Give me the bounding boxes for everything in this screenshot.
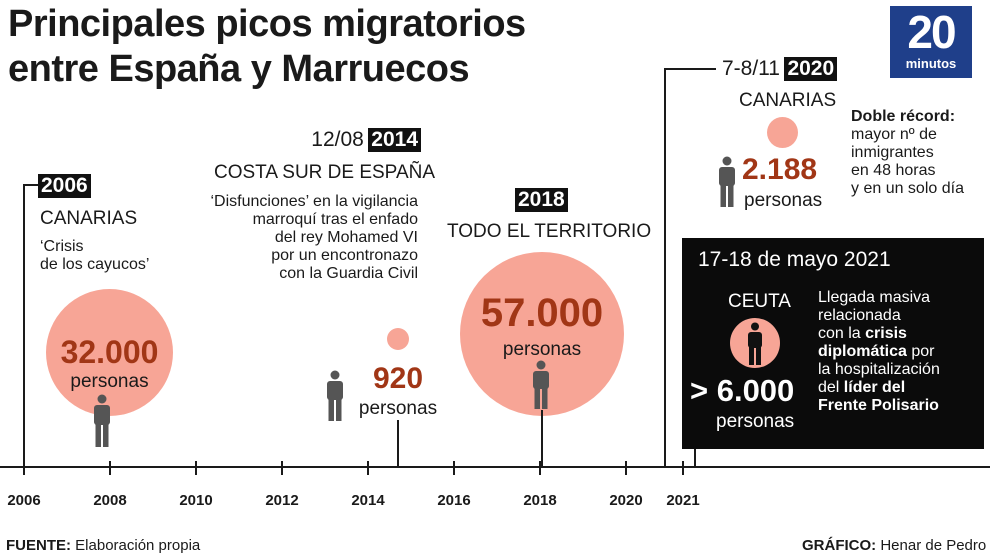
event-2020-place: CANARIAS	[739, 90, 837, 111]
person-icon	[533, 360, 549, 409]
event-2018-leader-line	[541, 410, 543, 467]
timeline-tick-label: 2018	[523, 492, 557, 509]
event-2021-date: 17-18 de mayo 2021	[698, 248, 891, 271]
timeline-tick	[109, 461, 111, 475]
person-icon	[748, 322, 762, 365]
timeline-tick-label: 2016	[437, 492, 471, 509]
event-2020-leader-line	[664, 68, 666, 467]
timeline-tick	[367, 461, 369, 475]
event-2020-number: 2.188	[742, 153, 818, 186]
event-2014-year: 2014	[368, 128, 421, 152]
timeline-tick	[453, 461, 455, 475]
event-2006-description: ‘Crisis de los cayucos’	[40, 238, 150, 273]
timeline-tick	[195, 461, 197, 475]
event-2020-date: 7-8/11	[722, 57, 780, 80]
timeline-tick	[539, 461, 541, 475]
20minutos-logo: 20 minutos	[890, 6, 972, 78]
event-2006-leader-line	[23, 184, 25, 467]
timeline-tick-label: 2012	[265, 492, 299, 509]
event-2021-leader-line	[694, 449, 696, 467]
person-icon	[719, 156, 735, 207]
timeline-tick-label: 2006	[7, 492, 41, 509]
timeline-tick-label: 2008	[93, 492, 127, 509]
event-2021-number: > 6.000	[690, 373, 795, 408]
logo-word: minutos	[905, 56, 957, 71]
event-2021-place: CEUTA	[728, 291, 791, 312]
event-2020-unit: personas	[744, 190, 823, 211]
event-2018-place: TODO EL TERRITORIO	[447, 221, 652, 242]
person-icon	[94, 394, 110, 447]
event-2020-note: Doble récord: mayor nº de inmigrantes en…	[851, 108, 964, 197]
event-2021-unit: personas	[716, 411, 795, 432]
event-2006-circle	[46, 289, 173, 416]
infographic-title: Principales picos migratorios entre Espa…	[8, 2, 526, 92]
event-2006-year: 2006	[38, 174, 91, 198]
event-2020-year: 2020	[784, 57, 838, 81]
source-credit: FUENTE: Elaboración propia	[6, 537, 201, 554]
title-line-1: Principales picos migratorios	[8, 3, 526, 45]
event-2006-place: CANARIAS	[40, 208, 138, 229]
event-2014-date: 12/08	[311, 128, 364, 151]
event-2014-number: 920	[372, 362, 424, 395]
event-2014-unit: personas	[358, 398, 438, 419]
event-2020-circle	[767, 117, 798, 148]
event-2018-number: 57.000	[480, 291, 604, 335]
event-2020-leader-arm	[664, 68, 716, 70]
timeline-tick-label: 2020	[609, 492, 643, 509]
event-2006-number: 32.000	[60, 334, 159, 370]
event-2014-place: COSTA SUR DE ESPAÑA	[214, 162, 436, 183]
logo-number: 20	[907, 6, 956, 58]
event-2021-description: Llegada masiva relacionada con la crisis…	[818, 289, 940, 414]
timeline-tick	[682, 461, 684, 475]
event-2018-unit: personas	[502, 339, 582, 360]
event-2014-description: ‘Disfunciones’ en la vigilancia marroquí…	[210, 193, 418, 282]
event-2014-date-row: 12/08 2014	[300, 128, 421, 152]
timeline-tick-label: 2021	[666, 492, 700, 509]
timeline-tick	[281, 461, 283, 475]
event-2014-circle	[387, 328, 409, 350]
timeline-tick	[625, 461, 627, 475]
timeline-tick-label: 2014	[351, 492, 385, 509]
event-2020-date-row: 7-8/11 2020	[722, 57, 838, 81]
event-2006-leader-arm	[23, 184, 39, 186]
graphic-credit: GRÁFICO: Henar de Pedro	[802, 537, 987, 554]
title-line-2: entre España y Marruecos	[8, 48, 470, 90]
event-2018-year: 2018	[515, 188, 568, 212]
event-2014-leader-line	[397, 420, 399, 467]
person-icon	[327, 370, 343, 421]
timeline-tick-label: 2010	[179, 492, 213, 509]
timeline-tick	[23, 461, 25, 475]
event-2021-box: 17-18 de mayo 2021 CEUTA > 6.000 persona…	[682, 238, 984, 449]
timeline-axis	[0, 466, 990, 468]
event-2006-unit: personas	[70, 371, 149, 392]
